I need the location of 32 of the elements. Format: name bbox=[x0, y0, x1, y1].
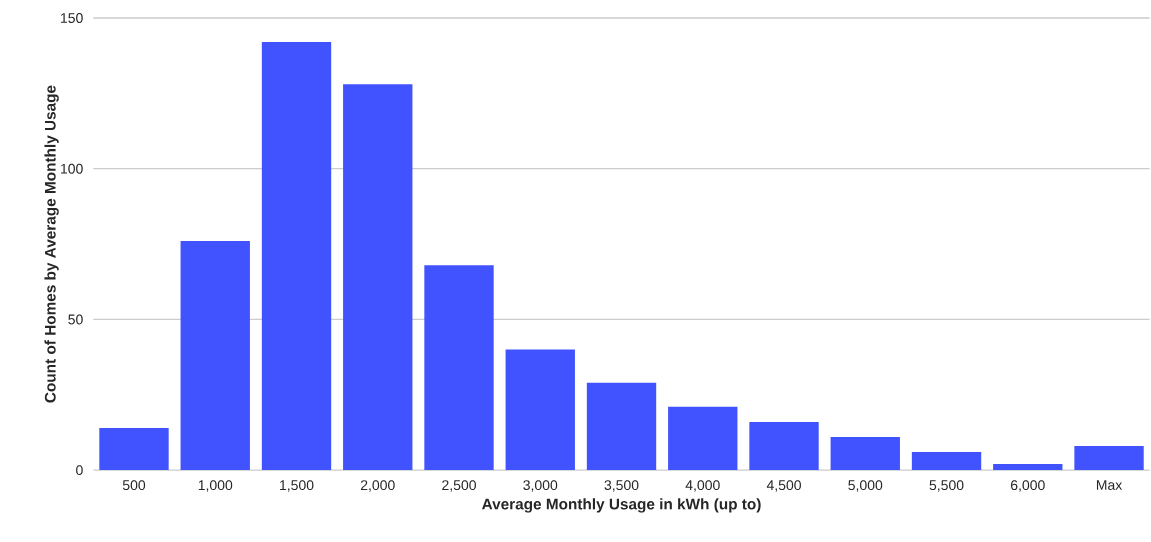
bar bbox=[424, 265, 494, 471]
bar bbox=[586, 382, 657, 471]
x-tick-label: Max bbox=[1096, 480, 1123, 490]
bar bbox=[505, 349, 575, 471]
y-tick-label: 100 bbox=[61, 163, 83, 174]
bar bbox=[911, 451, 982, 471]
bar bbox=[343, 84, 413, 471]
y-axis-title: Count of Homes by Average Monthly Usage bbox=[44, 85, 59, 403]
bar bbox=[1074, 445, 1144, 471]
x-tick-label: 2,000 bbox=[360, 480, 395, 492]
y-tick-label: 150 bbox=[61, 12, 83, 23]
bar bbox=[749, 421, 819, 471]
x-tick-label: 3,500 bbox=[604, 480, 639, 492]
bar bbox=[180, 240, 250, 471]
x-tick-label: 6,000 bbox=[1010, 480, 1045, 492]
x-tick-label: 1,000 bbox=[198, 480, 233, 492]
x-axis-title: Average Monthly Usage in kWh (up to) bbox=[482, 498, 761, 513]
x-tick-label: 3,000 bbox=[523, 480, 558, 492]
bar bbox=[99, 427, 169, 471]
y-tick-label: 0 bbox=[76, 465, 83, 476]
bar bbox=[668, 406, 738, 471]
bar bbox=[830, 436, 900, 471]
x-tick-label: 500 bbox=[122, 480, 146, 491]
x-tick-label: 1,500 bbox=[280, 480, 314, 492]
x-tick-label: 2,500 bbox=[442, 480, 476, 492]
x-tick-label: 4,000 bbox=[685, 480, 720, 492]
x-tick-label: 5,000 bbox=[848, 480, 883, 492]
x-tick-label: 5,500 bbox=[929, 480, 964, 492]
y-tick-label: 50 bbox=[68, 314, 83, 325]
bar bbox=[993, 464, 1063, 471]
bar bbox=[261, 42, 332, 471]
x-tick-label: 4,500 bbox=[766, 480, 801, 492]
